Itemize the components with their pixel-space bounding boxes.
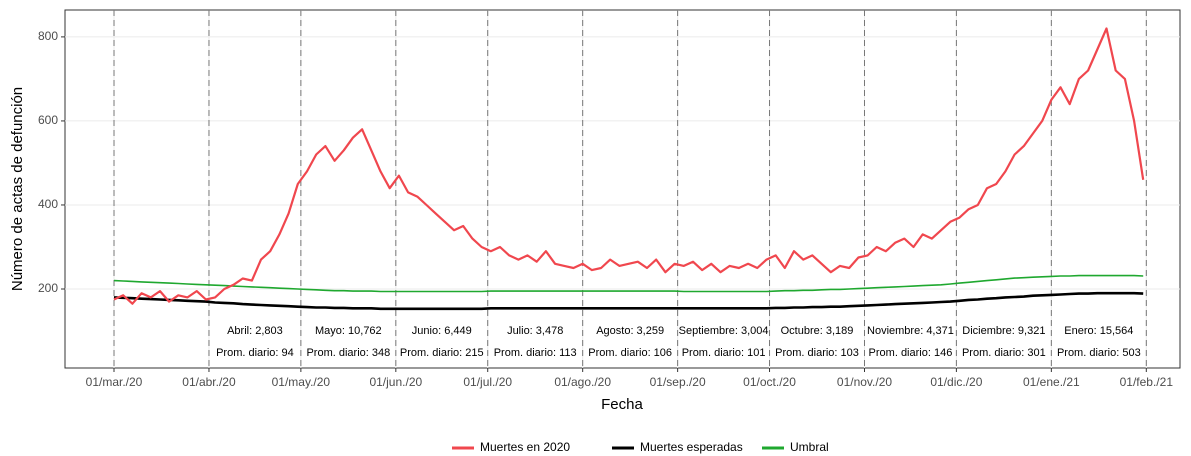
x-tick-label: 01/jul./20 (463, 375, 512, 389)
month-daily-average: Prom. diario: 113 (494, 347, 577, 359)
month-daily-average: Prom. diario: 301 (962, 347, 1046, 359)
x-tick-label: 01/may./20 (272, 375, 331, 389)
month-total: Octubre: 3,189 (781, 325, 854, 337)
y-axis-label: Número de actas de defunción (9, 87, 26, 291)
labels: 200 400 600 800 01/mar./20 01/abr./20 01/may./… (38, 29, 1173, 389)
month-daily-average: Prom. diario: 215 (400, 347, 484, 359)
x-tick-label: 01/dic./20 (930, 375, 982, 389)
month-daily-average: Prom. diario: 94 (216, 347, 294, 359)
x-tick-label: 01/ago./20 (554, 375, 611, 389)
series-line (113, 274, 1144, 293)
month-total: Septiembre: 3,004 (679, 325, 769, 337)
month-total: Noviembre: 4,371 (867, 325, 954, 337)
legend-label: Muertes esperadas (640, 440, 743, 454)
y-tick-label: 200 (38, 281, 58, 295)
x-tick-label: 01/jun./20 (369, 375, 422, 389)
plot-panel (64, 9, 1181, 369)
month-daily-average: Prom. diario: 101 (682, 347, 766, 359)
month-total: Enero: 15,564 (1064, 325, 1133, 337)
x-tick-label: 01/mar./20 (86, 375, 143, 389)
month-daily-average: Prom. diario: 503 (1057, 347, 1141, 359)
legend-label: Umbral (790, 440, 829, 454)
x-axis-label: Fecha (601, 396, 643, 413)
x-tick-label: 01/abr./20 (182, 375, 236, 389)
month-total: Abril: 2,803 (227, 325, 283, 337)
series-line (113, 27, 1145, 305)
x-tick-label: 01/feb./21 (1120, 375, 1174, 389)
x-tick-label: 01/oct./20 (743, 375, 796, 389)
month-daily-average: Prom. diario: 348 (306, 347, 390, 359)
month-total: Agosto: 3,259 (596, 325, 664, 337)
series-line (113, 291, 1144, 311)
month-total: Julio: 3,478 (507, 325, 563, 337)
x-tick-label: 01/sep./20 (650, 375, 706, 389)
month-daily-average: Prom. diario: 146 (869, 347, 953, 359)
month-total: Diciembre: 9,321 (962, 325, 1045, 337)
month-total: Mayo: 10,762 (315, 325, 382, 337)
y-tick-label: 800 (38, 29, 58, 43)
series-lines (113, 27, 1145, 311)
x-tick-label: 01/nov./20 (837, 375, 892, 389)
month-total: Junio: 6,449 (412, 325, 472, 337)
month-daily-average: Prom. diario: 103 (775, 347, 859, 359)
y-tick-label: 400 (38, 197, 58, 211)
month-daily-average: Prom. diario: 106 (588, 347, 672, 359)
y-tick-label: 600 (38, 113, 58, 127)
x-tick-label: 01/ene./21 (1023, 375, 1080, 389)
legend-label: Muertes en 2020 (480, 440, 570, 454)
